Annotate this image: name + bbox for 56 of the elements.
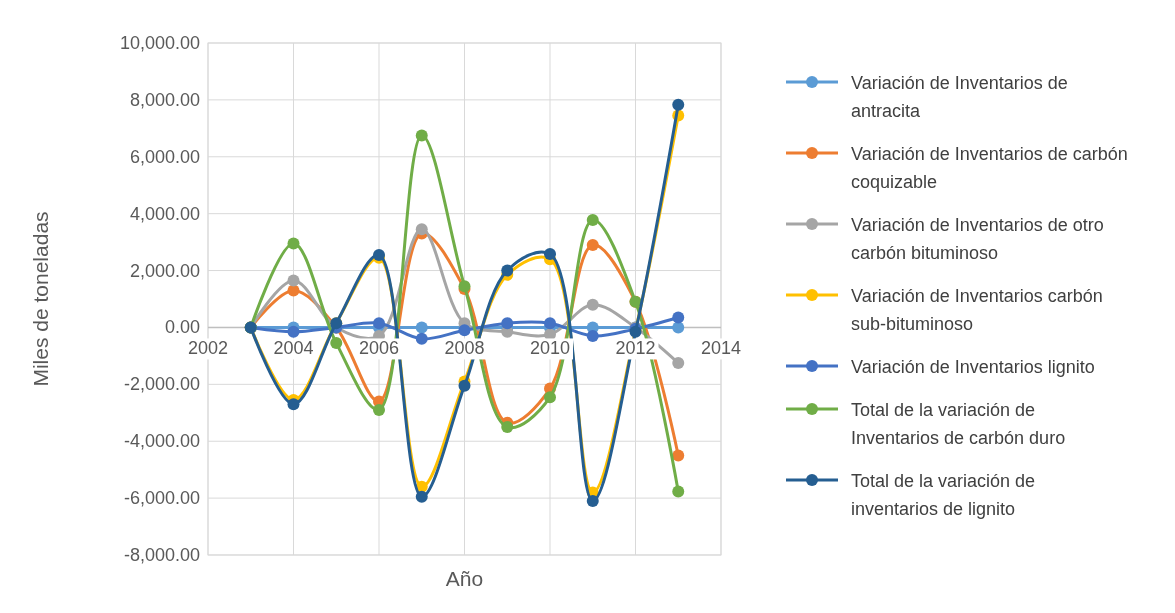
legend-label: Total de la variación de Inventarios de carbón duro — [851, 400, 1066, 448]
point — [544, 391, 556, 404]
point — [287, 398, 300, 411]
point — [373, 403, 385, 416]
point — [586, 298, 599, 311]
point — [672, 98, 685, 111]
point — [672, 311, 685, 324]
point — [287, 237, 300, 250]
point — [586, 329, 599, 342]
x-tick-label: 2014 — [700, 338, 742, 359]
legend-label: Variación de Inventarios de antracita — [851, 73, 1068, 121]
point — [672, 485, 685, 498]
y-axis-title: Miles de toneladas — [29, 211, 52, 387]
point — [501, 264, 514, 277]
legend-label: Variación de Inventarios carbón sub-bituminoso — [851, 286, 1103, 334]
x-axis-title: Año — [445, 567, 484, 590]
y-tick-label: 2,000.00 — [129, 260, 200, 281]
point — [586, 238, 599, 251]
point — [330, 337, 343, 350]
point — [586, 494, 599, 507]
point — [287, 274, 300, 287]
y-tick-label: -2,000.00 — [123, 374, 200, 395]
y-tick-label: 6,000.00 — [129, 146, 200, 167]
x-tick-label: 2010 — [529, 338, 571, 359]
x-tick-label: 2008 — [444, 338, 485, 359]
legend-label: Variación de Inventarios lignito — [851, 357, 1095, 377]
y-tick-label: -8,000.00 — [123, 545, 200, 565]
y-tick-label: -6,000.00 — [123, 488, 200, 509]
point — [415, 332, 428, 345]
point — [586, 213, 599, 226]
point — [415, 223, 428, 236]
point — [501, 421, 514, 433]
x-tick-label: 2002 — [187, 338, 229, 359]
x-tick-label: 2006 — [358, 338, 400, 359]
point — [415, 129, 428, 142]
y-tick-label: 4,000.00 — [129, 203, 200, 224]
point — [501, 317, 514, 330]
point — [415, 321, 428, 334]
y-tick-label: 10,000.00 — [119, 33, 200, 53]
point — [672, 321, 685, 334]
point — [458, 379, 471, 392]
point — [544, 248, 556, 261]
point — [373, 317, 385, 330]
point — [415, 490, 428, 503]
legend-label: Total de la variación de inventarios de lignito — [851, 471, 1036, 519]
y-tick-label: 8,000.00 — [129, 89, 200, 110]
y-tick-label: 0.00 — [164, 317, 200, 338]
y-tick-label: -4,000.00 — [123, 431, 200, 452]
point — [672, 357, 685, 369]
point — [544, 317, 556, 330]
point — [287, 325, 300, 338]
x-tick-label: 2012 — [615, 338, 656, 359]
point — [672, 449, 685, 462]
legend-label: Variación de Inventarios de otro carbón bituminoso — [851, 215, 1104, 263]
x-tick-label: 2004 — [273, 338, 314, 359]
legend-label: Variación de Inventarios de carbón coquizable — [851, 144, 1128, 192]
